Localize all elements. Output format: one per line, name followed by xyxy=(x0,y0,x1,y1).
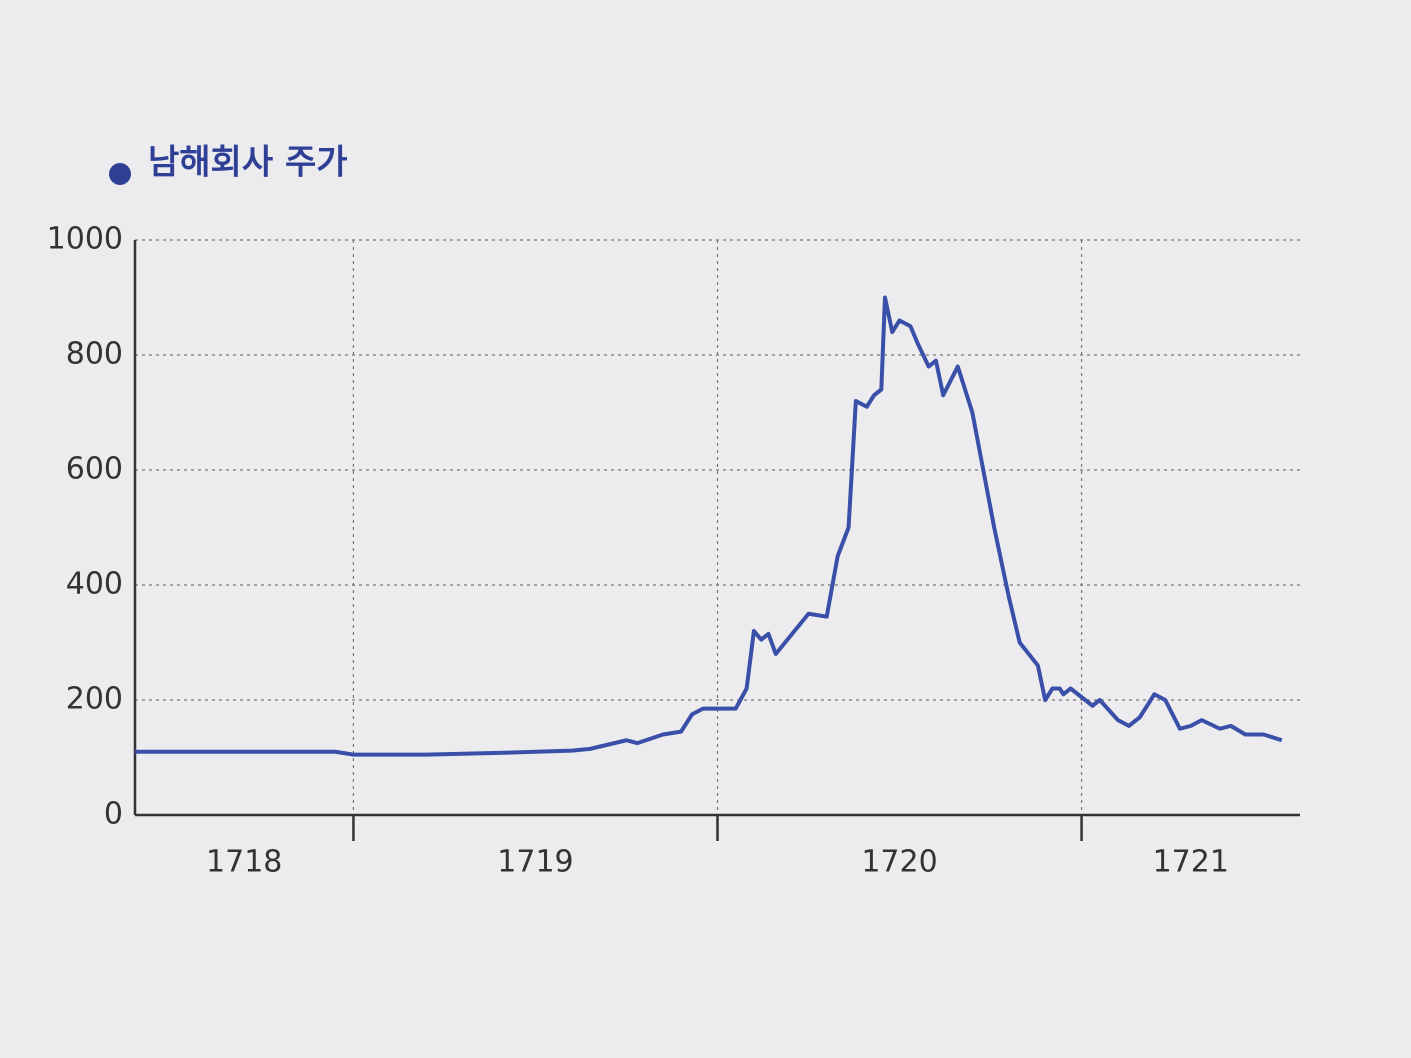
x-tick-label: 1718 xyxy=(206,845,282,880)
y-tick-label: 800 xyxy=(66,337,123,372)
x-tick-label: 1721 xyxy=(1153,845,1229,880)
price-line xyxy=(135,295,1283,757)
y-tick-label: 200 xyxy=(66,682,123,717)
x-tick-label: 1719 xyxy=(497,845,573,880)
x-tick-label: 1720 xyxy=(861,845,937,880)
title-bullet xyxy=(109,163,131,185)
chart-title: 남해회사 주가 xyxy=(148,143,348,183)
y-tick-label: 400 xyxy=(66,567,123,602)
y-tick-label: 0 xyxy=(104,797,123,832)
y-tick-label: 1000 xyxy=(47,222,123,257)
y-tick-label: 600 xyxy=(66,452,123,487)
